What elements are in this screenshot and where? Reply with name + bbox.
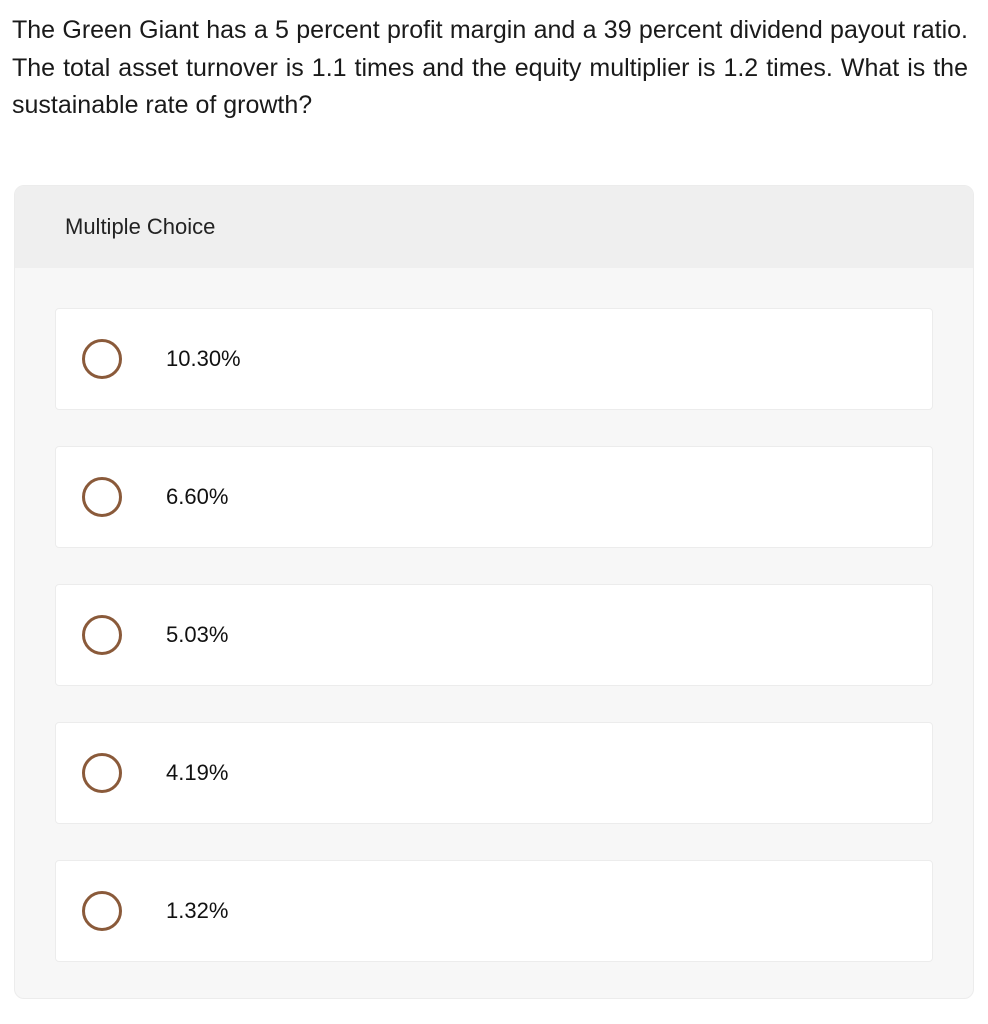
option-3[interactable]: 5.03% — [55, 584, 933, 686]
radio-icon[interactable] — [82, 753, 122, 793]
option-label: 6.60% — [166, 484, 228, 510]
radio-icon[interactable] — [82, 477, 122, 517]
option-2[interactable]: 6.60% — [55, 446, 933, 548]
option-label: 4.19% — [166, 760, 228, 786]
option-1[interactable]: 10.30% — [55, 308, 933, 410]
quiz-page: The Green Giant has a 5 percent profit m… — [0, 0, 988, 999]
radio-icon[interactable] — [82, 891, 122, 931]
options-list: 10.30% 6.60% 5.03% 4.19% 1.32% — [15, 268, 973, 962]
multiple-choice-container: Multiple Choice 10.30% 6.60% 5.03% 4.19% — [14, 185, 974, 999]
question-text: The Green Giant has a 5 percent profit m… — [0, 0, 988, 125]
mc-header: Multiple Choice — [15, 186, 973, 268]
option-label: 1.32% — [166, 898, 228, 924]
radio-icon[interactable] — [82, 615, 122, 655]
option-label: 5.03% — [166, 622, 228, 648]
radio-icon[interactable] — [82, 339, 122, 379]
option-5[interactable]: 1.32% — [55, 860, 933, 962]
option-4[interactable]: 4.19% — [55, 722, 933, 824]
option-label: 10.30% — [166, 346, 241, 372]
